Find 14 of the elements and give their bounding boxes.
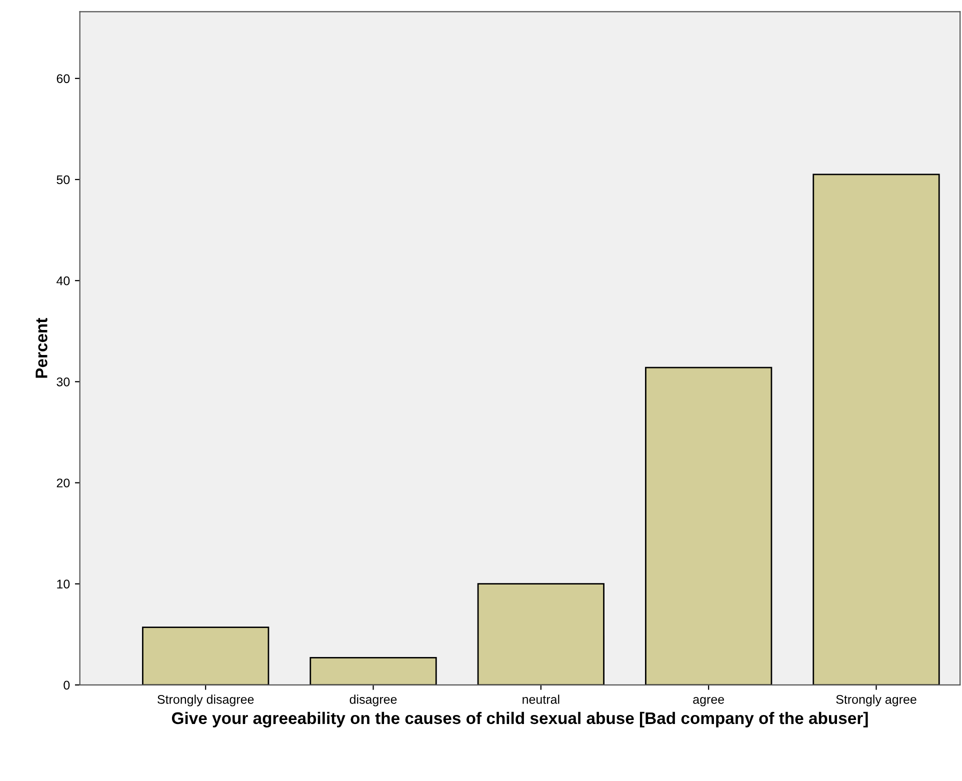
- x-tick-label: disagree: [350, 694, 397, 706]
- y-tick-label: 10: [57, 580, 70, 589]
- x-axis-title: Give your agreeability on the causes of child sexual abuse [Bad company of the abuser]: [172, 712, 868, 728]
- y-tick-label: 50: [56, 175, 70, 184]
- y-axis-title: Percent: [36, 318, 48, 378]
- x-tick-label: Strongly agree: [836, 694, 916, 706]
- x-tick-label: agree: [693, 696, 724, 706]
- y-tick-label: 20: [56, 478, 70, 488]
- y-tick-label: 60: [56, 74, 70, 84]
- y-tick-label: 30: [56, 377, 70, 386]
- y-tick-label: 40: [56, 276, 70, 286]
- y-tick-label: 0: [64, 680, 70, 690]
- x-tick-label: Strongly disagree: [158, 694, 254, 706]
- x-tick-label: neutral: [522, 694, 560, 704]
